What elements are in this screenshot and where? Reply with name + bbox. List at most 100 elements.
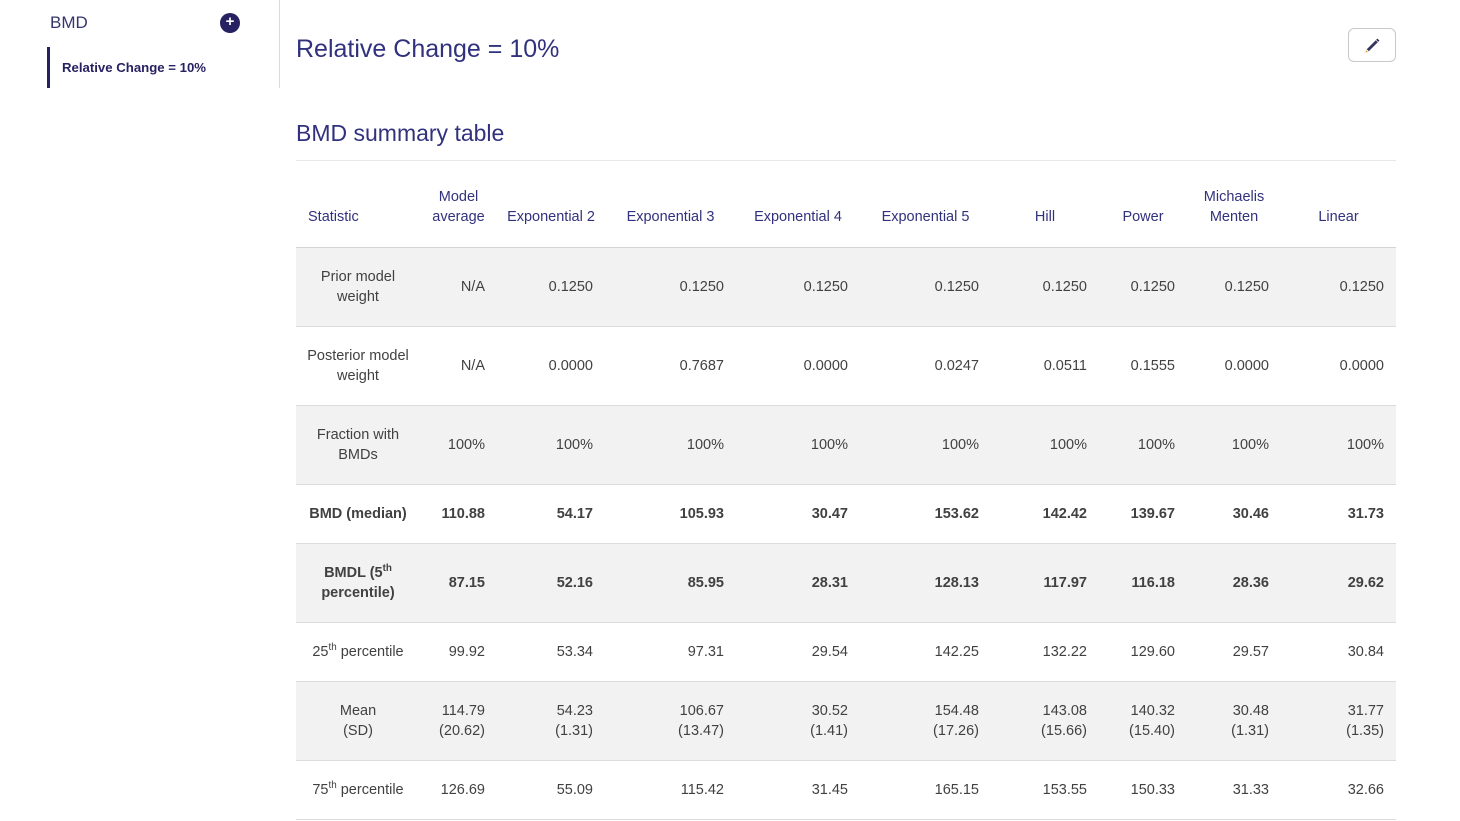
cell-value: 150.33 (1099, 760, 1187, 820)
column-header: Linear (1281, 161, 1396, 248)
cell-value: 0.1250 (860, 247, 991, 327)
cell-value: 140.32 (15.40) (1099, 681, 1187, 761)
cell-value: 153.62 (860, 484, 991, 544)
cell-value: 100% (736, 405, 860, 485)
cell-value: 0.0000 (1187, 326, 1281, 406)
cell-value: 154.48 (17.26) (860, 681, 991, 761)
add-icon[interactable]: + (220, 13, 240, 33)
cell-value: 100% (860, 405, 991, 485)
column-header: Hill (991, 161, 1099, 248)
column-header: Model average (420, 161, 497, 248)
cell-value: 129.60 (1099, 622, 1187, 682)
summary-table-heading: BMD summary table (296, 120, 505, 146)
cell-value: 0.1250 (991, 247, 1099, 327)
cell-value: 0.1250 (736, 247, 860, 327)
column-header: Power (1099, 161, 1187, 248)
cell-value: 0.1250 (497, 247, 605, 327)
cell-value: 0.1250 (1187, 247, 1281, 327)
cell-value: 0.0000 (497, 326, 605, 406)
table-row-percentile-75: 75th percentile 126.69 55.09 115.42 31.45 165… (296, 760, 1396, 820)
cell-value: 31.45 (736, 760, 860, 820)
cell-value: 132.22 (991, 622, 1099, 682)
cell-value: 30.84 (1281, 622, 1396, 682)
cell-value: 100% (497, 405, 605, 485)
column-header: Exponential 4 (736, 161, 860, 248)
cell-value: 52.16 (497, 543, 605, 623)
cell-value: 142.25 (860, 622, 991, 682)
cell-value: 31.73 (1281, 484, 1396, 544)
row-label: BMD (median) (296, 484, 420, 544)
cell-value: N/A (420, 247, 497, 327)
pencil-icon (1364, 37, 1381, 54)
cell-value: 30.47 (736, 484, 860, 544)
column-header: Michaelis Menten (1187, 161, 1281, 248)
table-row-fraction-with-bmds: Fraction with BMDs 100% 100% 100% 100% 100% 100… (296, 405, 1396, 485)
cell-value: 55.09 (497, 760, 605, 820)
section-divider (296, 160, 1396, 161)
cell-value: 28.36 (1187, 543, 1281, 623)
cell-value: 30.48 (1.31) (1187, 681, 1281, 761)
column-header: Statistic (296, 161, 420, 248)
main-content: Relative Change = 10% BMD summary table … (280, 0, 1460, 821)
table-body: Prior model weight N/A 0.1250 0.1250 0.1250 0.… (296, 247, 1396, 820)
cell-value: 139.67 (1099, 484, 1187, 544)
sidebar-divider (279, 0, 280, 88)
column-header: Exponential 5 (860, 161, 991, 248)
cell-value: 0.1555 (1099, 326, 1187, 406)
cell-value: 31.33 (1187, 760, 1281, 820)
cell-value: 0.1250 (1099, 247, 1187, 327)
main-header: Relative Change = 10% (296, 28, 1396, 64)
cell-value: 114.79 (20.62) (420, 681, 497, 761)
cell-value: 143.08 (15.66) (991, 681, 1099, 761)
cell-value: 87.15 (420, 543, 497, 623)
cell-value: 126.69 (420, 760, 497, 820)
cell-value: 105.93 (605, 484, 736, 544)
sidebar-title: BMD (50, 13, 88, 32)
table-row-mean-sd: Mean (SD) 114.79 (20.62) 54.23 (1.31) 106.67… (296, 681, 1396, 761)
cell-value: 106.67 (13.47) (605, 681, 736, 761)
cell-value: 29.54 (736, 622, 860, 682)
table-header: Statistic Model average Exponential 2 Expon… (296, 161, 1396, 248)
row-label: Mean (SD) (296, 681, 420, 761)
page-title: Relative Change = 10% (296, 35, 560, 63)
sidebar-header: BMD + (50, 13, 240, 33)
sidebar-item-relative-change[interactable]: Relative Change = 10% (47, 47, 240, 88)
cell-value: 0.0000 (736, 326, 860, 406)
cell-value: 30.46 (1187, 484, 1281, 544)
cell-value: 142.42 (991, 484, 1099, 544)
cell-value: 100% (1281, 405, 1396, 485)
cell-value: 30.52 (1.41) (736, 681, 860, 761)
row-label: Prior model weight (296, 247, 420, 327)
cell-value: 128.13 (860, 543, 991, 623)
cell-value: 110.88 (420, 484, 497, 544)
cell-value: 29.57 (1187, 622, 1281, 682)
cell-value: 28.31 (736, 543, 860, 623)
cell-value: 99.92 (420, 622, 497, 682)
cell-value: 100% (1099, 405, 1187, 485)
table-row-bmd-median: BMD (median) 110.88 54.17 105.93 30.47 153.62… (296, 484, 1396, 544)
cell-value: 0.0247 (860, 326, 991, 406)
cell-value: 115.42 (605, 760, 736, 820)
table-row-prior-model-weight: Prior model weight N/A 0.1250 0.1250 0.1250 0.… (296, 247, 1396, 327)
cell-value: 100% (991, 405, 1099, 485)
cell-value: 100% (605, 405, 736, 485)
column-header: Exponential 3 (605, 161, 736, 248)
table-row-percentile-25: 25th percentile 99.92 53.34 97.31 29.54 142.2… (296, 622, 1396, 682)
cell-value: 165.15 (860, 760, 991, 820)
table-row-bmdl-5th-percentile: BMDL (5th percentile) 87.15 52.16 85.95 28.31… (296, 543, 1396, 623)
row-label: Posterior model weight (296, 326, 420, 406)
row-label: 75th percentile (296, 760, 420, 820)
column-header: Exponential 2 (497, 161, 605, 248)
cell-value: 97.31 (605, 622, 736, 682)
cell-value: 117.97 (991, 543, 1099, 623)
row-label: BMDL (5th percentile) (296, 543, 420, 623)
cell-value: 0.1250 (1281, 247, 1396, 327)
edit-button[interactable] (1348, 28, 1396, 62)
cell-value: 116.18 (1099, 543, 1187, 623)
cell-value: 31.77 (1.35) (1281, 681, 1396, 761)
cell-value: 29.62 (1281, 543, 1396, 623)
row-label: Fraction with BMDs (296, 405, 420, 485)
cell-value: 100% (420, 405, 497, 485)
cell-value: 0.0000 (1281, 326, 1396, 406)
cell-value: 0.7687 (605, 326, 736, 406)
